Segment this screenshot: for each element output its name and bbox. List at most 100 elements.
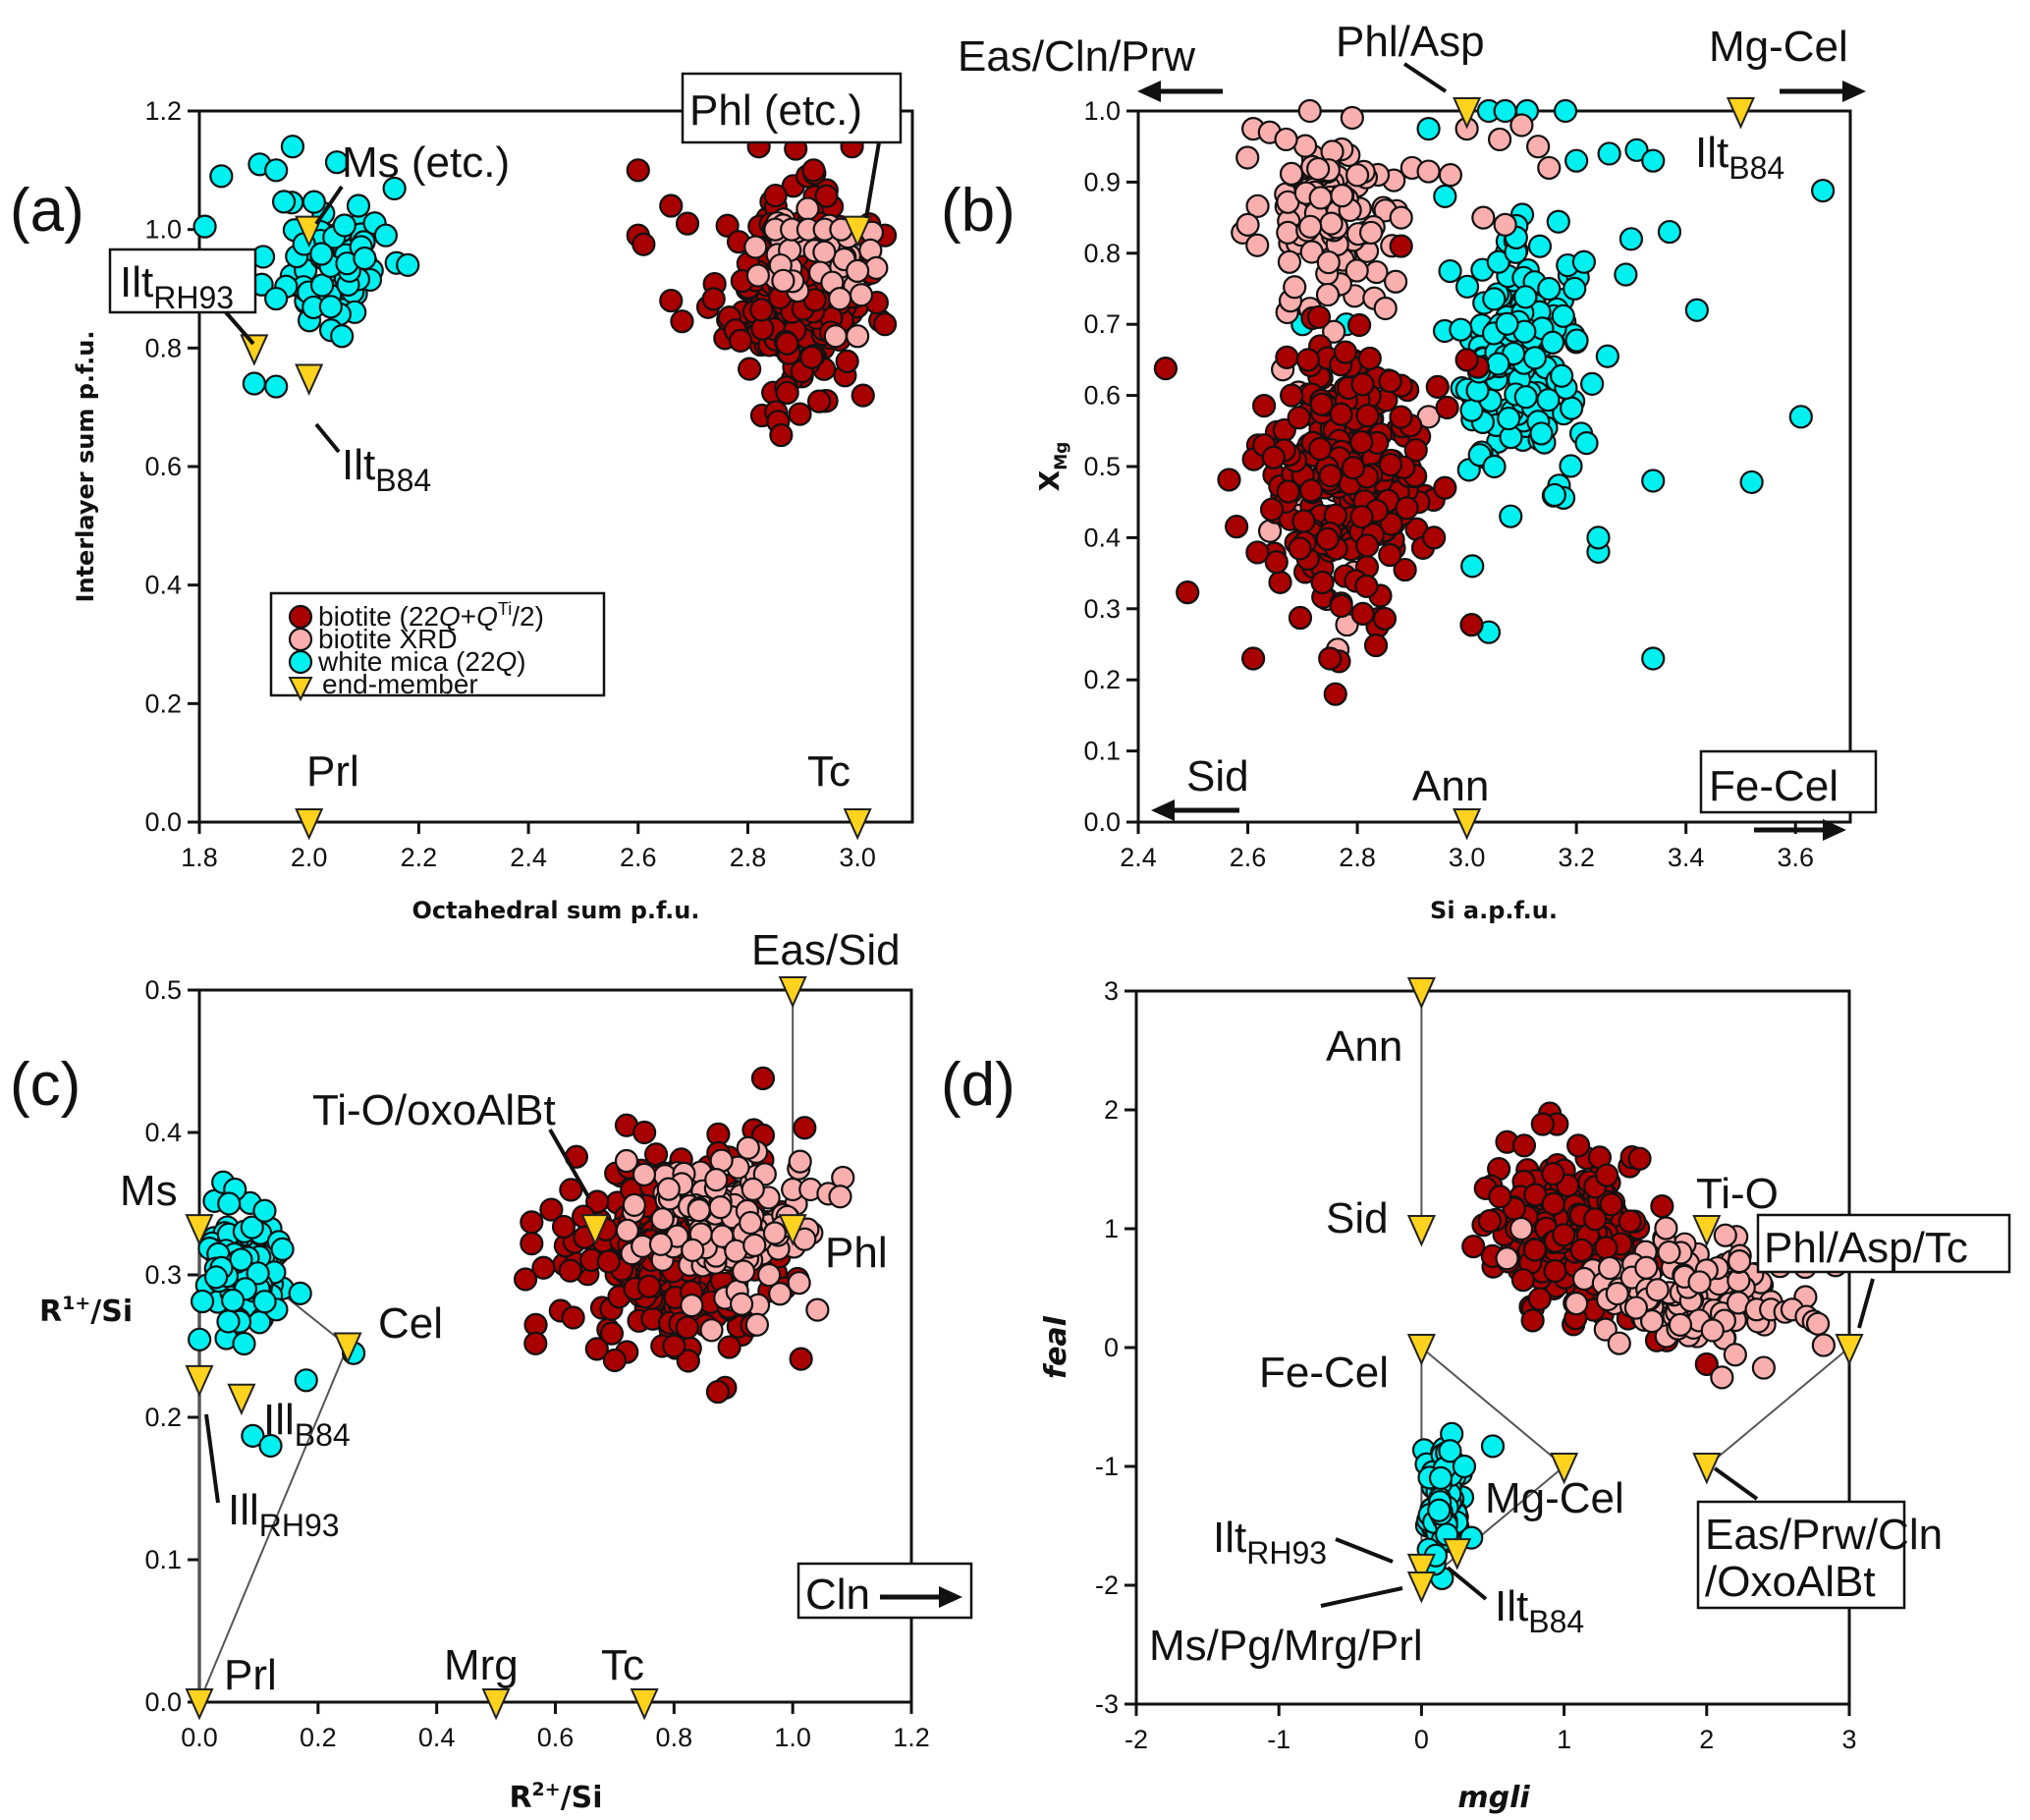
data-point-biotite-xrd — [1657, 1240, 1681, 1265]
annotation-prl: Prl — [306, 747, 359, 796]
data-point-biotite — [596, 1249, 621, 1274]
data-point-white-mica — [1551, 303, 1575, 328]
data-point-biotite — [523, 1331, 548, 1355]
data-point-biotite — [1435, 395, 1459, 420]
data-point-white-mica — [1595, 344, 1619, 368]
data-point-biotite — [1225, 515, 1249, 539]
data-point-biotite-xrd — [681, 1238, 705, 1262]
data-point-biotite — [1309, 392, 1334, 416]
end-member-marker-illb84 — [227, 1383, 256, 1416]
data-point-white-mica — [1495, 311, 1519, 336]
leader-line — [548, 1129, 591, 1199]
data-point-white-mica — [1480, 1434, 1506, 1459]
data-point-biotite — [1522, 1238, 1547, 1262]
data-point-biotite — [626, 158, 650, 183]
data-point-white-mica — [280, 135, 305, 159]
data-point-white-mica — [1452, 1454, 1477, 1479]
y-tick-label: 1.2 — [144, 96, 182, 126]
data-point-white-mica — [1684, 298, 1709, 322]
data-point-biotite — [1341, 456, 1366, 480]
data-point-white-mica — [346, 193, 371, 218]
annotation-eas-sid: Eas/Sid — [751, 926, 901, 974]
data-point-biotite-xrd — [1564, 1292, 1589, 1316]
data-point-white-mica — [1433, 184, 1457, 208]
x-tick-label: 2.8 — [730, 843, 767, 872]
data-point-white-mica — [1559, 454, 1583, 478]
y-tick-label: 0.1 — [144, 1545, 182, 1574]
leader-line — [314, 185, 344, 226]
end-member-marker-iltb84 — [1726, 97, 1756, 130]
end-member-marker-iltrh93 — [240, 334, 269, 366]
data-point-white-mica — [1542, 482, 1566, 508]
label-box — [1699, 749, 1878, 814]
end-member-marker-cel — [333, 1332, 362, 1364]
annotation-tc: Tc — [601, 1641, 644, 1689]
data-point-white-mica — [264, 374, 289, 399]
data-point-biotite-xrd — [1416, 159, 1441, 184]
data-point-white-mica — [1454, 274, 1480, 299]
data-point-white-mica — [382, 176, 407, 201]
data-point-white-mica — [1550, 363, 1574, 388]
data-point-white-mica — [258, 1433, 283, 1459]
tie-line — [1706, 1347, 1850, 1467]
data-point-biotite — [1488, 1185, 1512, 1209]
data-point-white-mica — [1497, 406, 1521, 431]
data-point-biotite-xrd — [1727, 1248, 1752, 1274]
data-point-white-mica — [1449, 317, 1473, 342]
x-tick-label: 2.4 — [510, 843, 547, 872]
y-tick-label: 0.4 — [144, 571, 182, 600]
data-point-biotite-xrd — [615, 1218, 639, 1242]
annotation-illrh93: IllRH93 — [228, 1486, 340, 1543]
x-tick-label: 2.8 — [1339, 843, 1376, 872]
data-point-biotite-xrd — [1805, 1311, 1831, 1336]
data-point-biotite-xrd — [1605, 1281, 1629, 1306]
annotation-ann: Ann — [1412, 762, 1489, 810]
data-point-white-mica — [242, 371, 266, 396]
legend-marker-biotite-xrd — [288, 627, 313, 652]
y-tick-label: -1 — [1095, 1452, 1119, 1481]
data-point-white-mica — [246, 1261, 270, 1286]
y-tick-label: 1 — [1104, 1214, 1119, 1243]
data-point-biotite-xrd — [788, 1149, 812, 1174]
series-biotite — [1153, 234, 1490, 706]
data-point-white-mica — [271, 190, 297, 214]
data-point-white-mica — [241, 1423, 265, 1448]
data-point-biotite-xrd — [1245, 193, 1270, 218]
leader-line — [204, 1413, 220, 1504]
data-point-biotite — [1378, 452, 1402, 477]
data-point-biotite-xrd — [846, 258, 870, 283]
data-point-biotite — [1520, 1308, 1545, 1333]
data-point-biotite — [1527, 1287, 1552, 1311]
data-point-white-mica — [1811, 178, 1836, 203]
panel-c-xlabel-end: /Si — [561, 1781, 603, 1815]
panel-d-ylabel: feal — [1039, 1315, 1073, 1379]
data-point-biotite-xrd — [1384, 269, 1408, 294]
x-tick-label: 1.0 — [774, 1723, 811, 1752]
series-white-mica — [1411, 1421, 1506, 1591]
data-point-biotite-xrd — [1316, 249, 1341, 275]
arrow-head-icon — [939, 1586, 962, 1608]
series-white-mica — [188, 1170, 366, 1459]
panel-c-ylabel-sup: 1+ — [62, 1293, 90, 1314]
end-member-marker-prl — [185, 1688, 214, 1721]
annotation-iltrh93: IltRH93 — [120, 258, 234, 315]
end-member-marker-iltb84 — [1443, 1538, 1472, 1571]
annotation-eas-prw-cln: Eas/Prw/Cln — [1705, 1511, 1943, 1559]
data-point-biotite — [793, 1116, 817, 1140]
svg-text:R2+/Si: R2+/Si — [509, 1779, 602, 1815]
data-point-biotite — [1354, 574, 1379, 598]
data-point-biotite-xrd — [1298, 214, 1323, 239]
data-point-biotite — [1372, 606, 1398, 632]
y-tick-label: -3 — [1095, 1689, 1119, 1719]
data-point-biotite-xrd — [1299, 240, 1324, 264]
data-point-biotite — [1363, 633, 1389, 658]
end-member-marker-prl — [295, 808, 324, 841]
data-point-biotite — [1378, 542, 1402, 568]
data-point-biotite-xrd — [729, 1292, 754, 1316]
data-point-biotite — [717, 1335, 741, 1359]
data-point-biotite — [1569, 1238, 1594, 1262]
data-point-biotite-xrd — [741, 1177, 765, 1201]
data-point-biotite-xrd — [699, 1318, 724, 1343]
data-point-biotite — [1245, 540, 1270, 565]
series-white-mica — [1290, 98, 1836, 671]
